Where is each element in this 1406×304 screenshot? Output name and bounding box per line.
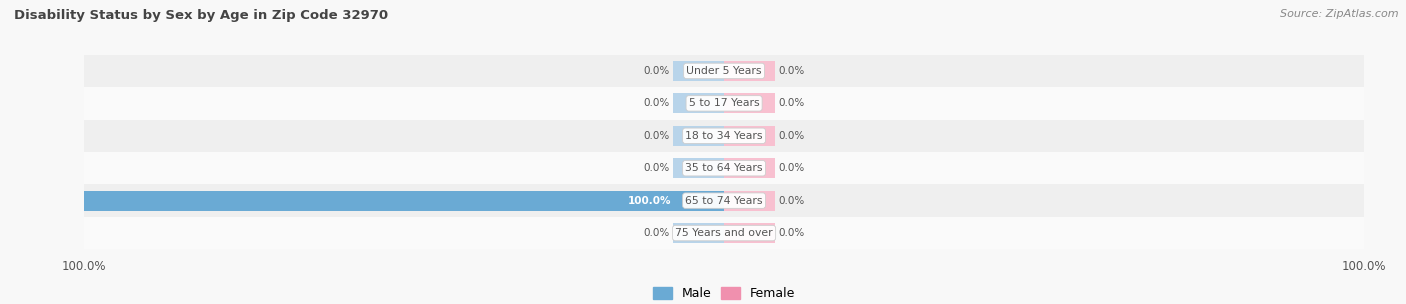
- Text: Under 5 Years: Under 5 Years: [686, 66, 762, 76]
- Bar: [84, 87, 1364, 119]
- Text: 0.0%: 0.0%: [644, 131, 669, 141]
- Text: 0.0%: 0.0%: [644, 98, 669, 108]
- Text: 0.0%: 0.0%: [779, 98, 804, 108]
- Text: 0.0%: 0.0%: [779, 131, 804, 141]
- Text: Source: ZipAtlas.com: Source: ZipAtlas.com: [1281, 9, 1399, 19]
- Bar: [724, 223, 775, 243]
- Text: 0.0%: 0.0%: [644, 228, 669, 238]
- Bar: [84, 55, 1364, 87]
- Bar: [673, 223, 724, 243]
- Bar: [84, 191, 724, 211]
- Text: 0.0%: 0.0%: [779, 163, 804, 173]
- Text: 18 to 34 Years: 18 to 34 Years: [685, 131, 763, 141]
- Text: 0.0%: 0.0%: [644, 163, 669, 173]
- Text: 0.0%: 0.0%: [779, 228, 804, 238]
- Bar: [724, 191, 775, 211]
- Text: 5 to 17 Years: 5 to 17 Years: [689, 98, 759, 108]
- Bar: [84, 119, 1364, 152]
- Bar: [673, 61, 724, 81]
- Text: 100.0%: 100.0%: [628, 196, 672, 206]
- Bar: [673, 191, 724, 211]
- Text: 0.0%: 0.0%: [644, 66, 669, 76]
- Bar: [673, 158, 724, 178]
- Bar: [724, 126, 775, 146]
- Text: 35 to 64 Years: 35 to 64 Years: [685, 163, 763, 173]
- Bar: [84, 185, 1364, 217]
- Text: 0.0%: 0.0%: [779, 196, 804, 206]
- Bar: [724, 61, 775, 81]
- Bar: [673, 93, 724, 113]
- Bar: [724, 158, 775, 178]
- Text: 75 Years and over: 75 Years and over: [675, 228, 773, 238]
- Text: Disability Status by Sex by Age in Zip Code 32970: Disability Status by Sex by Age in Zip C…: [14, 9, 388, 22]
- Bar: [724, 93, 775, 113]
- Bar: [84, 217, 1364, 249]
- Text: 0.0%: 0.0%: [779, 66, 804, 76]
- Text: 65 to 74 Years: 65 to 74 Years: [685, 196, 763, 206]
- Bar: [84, 152, 1364, 185]
- Legend: Male, Female: Male, Female: [648, 282, 800, 304]
- Bar: [673, 126, 724, 146]
